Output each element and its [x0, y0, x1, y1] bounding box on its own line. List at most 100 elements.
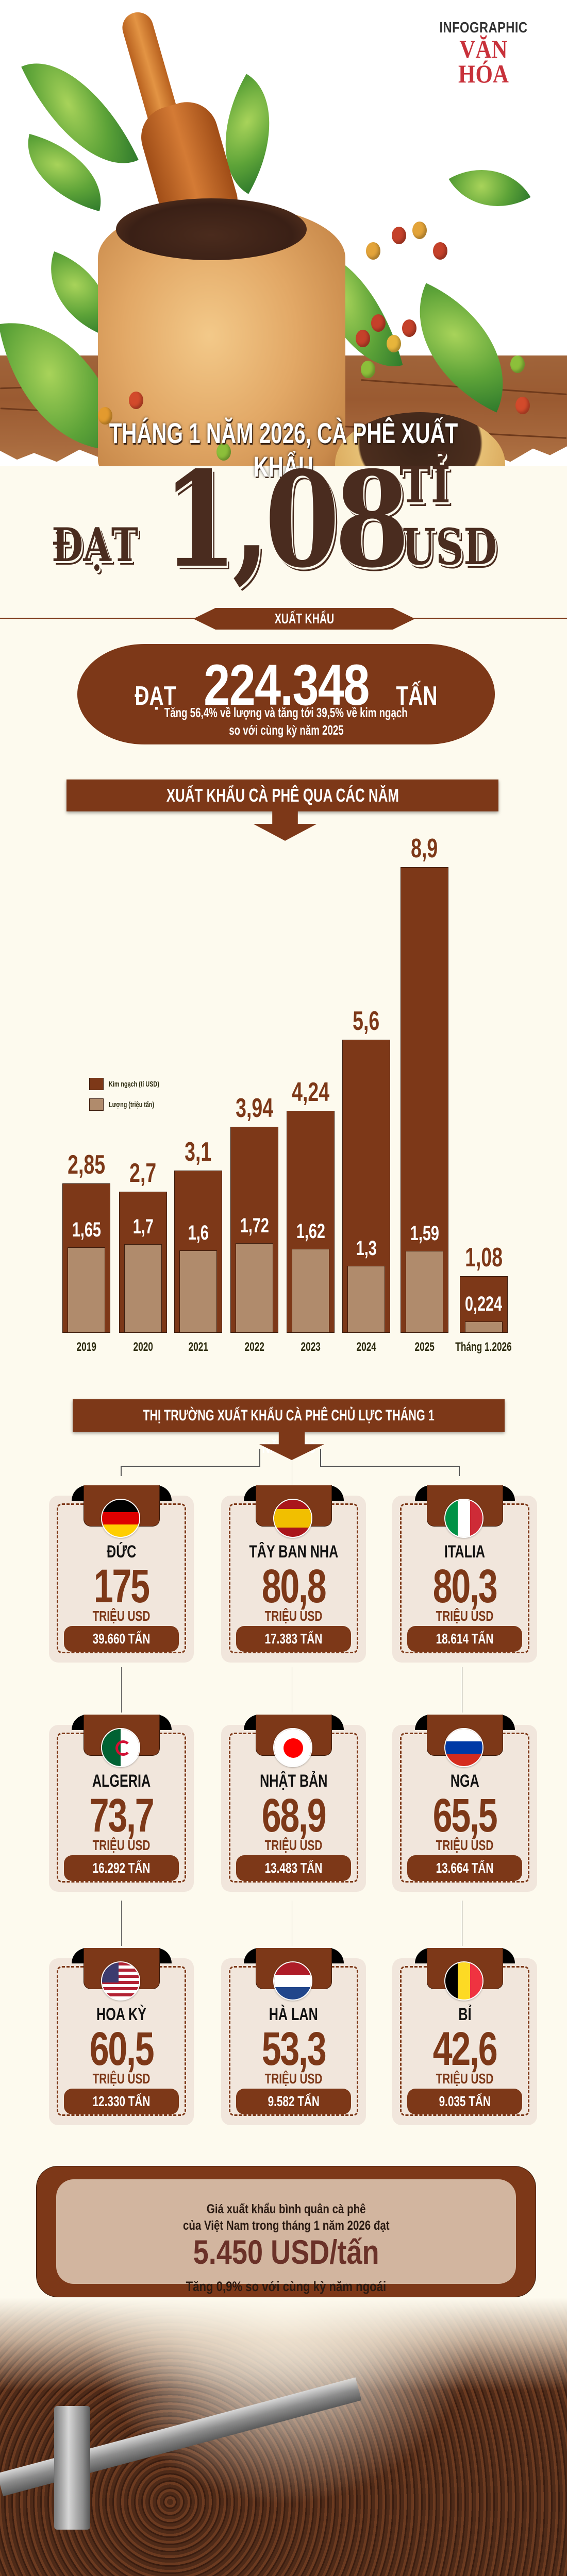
market-name: NGA: [450, 1771, 479, 1791]
connector-line: [320, 1449, 321, 1466]
market-card: TÂY BAN NHA 80,8 TRIỆU USD 17.383 TẤN: [221, 1485, 366, 1663]
export-volume-prefix: ĐẠT: [135, 681, 176, 711]
bar-volume-1: [124, 1244, 162, 1333]
bar-volume-5: [347, 1266, 385, 1333]
connector-line: [121, 1466, 260, 1467]
export-volume-panel: ĐẠT 224.348 TẤN Tăng 56,4% về lượng và t…: [77, 644, 495, 744]
arrow-down-icon: [253, 810, 317, 841]
chart-title: XUẤT KHẨU CÀ PHÊ QUA CÁC NĂM: [66, 779, 498, 811]
bar-volume-7: [465, 1321, 503, 1333]
legend-swatch-value: [89, 1078, 104, 1090]
bar-volume-label: 0,224: [465, 1293, 503, 1315]
export-volume-value: 224.348: [203, 653, 370, 717]
headline-unit-bottom: USD: [402, 518, 497, 576]
bar-volume-label: 1,65: [72, 1218, 101, 1241]
market-name: ALGERIA: [92, 1771, 151, 1791]
netherlands-flag-icon: [273, 1961, 312, 2001]
x-axis-label: 2025: [414, 1340, 435, 1354]
export-volume-unit: TẤN: [396, 681, 438, 711]
market-value: 73,7: [89, 1789, 155, 1842]
connector-line: [459, 1466, 460, 1476]
market-card: ITALIA 80,3 TRIỆU USD 18.614 TẤN: [392, 1485, 537, 1663]
russia-flag-icon: [444, 1728, 483, 1767]
market-unit: TRIỆU USD: [92, 1837, 151, 1853]
x-axis-label: 2019: [76, 1340, 96, 1354]
export-volume-note-2: so với cùng kỳ năm 2025: [228, 722, 344, 738]
legend-label-volume: Lượng (triệu tấn): [109, 1100, 155, 1109]
market-tons: 17.383 TẤN: [236, 1626, 351, 1652]
connector-line: [121, 1901, 122, 1946]
headline-prefix: ĐẠT: [52, 518, 139, 572]
export-section-label: XUẤT KHẨU: [193, 608, 415, 630]
spain-flag-icon: [273, 1499, 312, 1538]
connector-line: [121, 1667, 122, 1713]
brand-logo: INFOGRAPHIC VĂN HÓA: [429, 20, 538, 88]
coffee-beans-photo: [0, 2298, 567, 2576]
market-tons: 12.330 TẤN: [64, 2089, 179, 2114]
bar-volume-3: [236, 1243, 273, 1333]
market-name: ĐỨC: [106, 1542, 137, 1562]
market-value: 175: [94, 1560, 150, 1613]
market-card: NHẬT BẢN 68,9 TRIỆU USD 13.483 TẤN: [221, 1715, 366, 1892]
market-value: 42,6: [432, 2023, 498, 2075]
markets-title: THỊ TRƯỜNG XUẤT KHẨU CÀ PHÊ CHỦ LỰC THÁN…: [73, 1399, 505, 1456]
page-title: THÁNG 1 NĂM 2026, CÀ PHÊ XUẤT KHẨU: [109, 417, 458, 483]
market-value: 68,9: [261, 1789, 327, 1842]
bar-volume-label: 1,72: [240, 1214, 269, 1237]
italy-flag-icon: [444, 1499, 483, 1538]
headline-unit-top: TỈ: [399, 456, 451, 514]
bar-volume-2: [179, 1250, 217, 1333]
average-price-panel: Giá xuất khẩu bình quân cà phê của Việt …: [36, 2166, 536, 2297]
market-name: TÂY BAN NHA: [249, 1542, 338, 1562]
market-tons: 13.483 TẤN: [236, 1855, 351, 1881]
hero-illustration: [0, 0, 567, 466]
bar-value-label: 5,6: [353, 1006, 380, 1037]
market-tons: 9.035 TẤN: [407, 2089, 522, 2114]
market-value: 80,3: [432, 1560, 498, 1613]
market-name: BỈ: [458, 2005, 472, 2024]
market-unit: TRIỆU USD: [436, 2071, 494, 2087]
connector-line: [121, 1466, 122, 1476]
bar-volume-label: 1,7: [132, 1215, 154, 1238]
market-unit: TRIỆU USD: [264, 1608, 323, 1624]
market-unit: TRIỆU USD: [436, 1837, 494, 1853]
bar-value-label: 3,94: [236, 1093, 273, 1123]
market-tons: 9.582 TẤN: [236, 2089, 351, 2114]
bar-volume-label: 1,59: [410, 1222, 439, 1245]
x-axis-label: 2020: [133, 1340, 153, 1354]
market-unit: TRIỆU USD: [436, 1608, 494, 1624]
market-value: 53,3: [261, 2023, 327, 2075]
market-name: NHẬT BẢN: [259, 1771, 328, 1791]
market-name: HÀ LAN: [269, 2005, 319, 2024]
market-unit: TRIỆU USD: [264, 2071, 323, 2087]
export-volume-note-1: Tăng 56,4% về lượng và tăng tới 39,5% về…: [164, 705, 408, 720]
bar-volume-label: 1,62: [296, 1220, 325, 1243]
brand-logo-vanhoa: VĂN HÓA: [458, 35, 509, 88]
roaster-paddle: [54, 2406, 90, 2530]
market-name: HOA KỲ: [96, 2005, 146, 2024]
market-tons: 39.660 TẤN: [64, 1626, 179, 1652]
market-card: ALGERIA 73,7 TRIỆU USD 16.292 TẤN: [49, 1715, 194, 1892]
bar-value-label: 8,9: [411, 833, 438, 863]
bar-volume-label: 1,3: [356, 1237, 377, 1260]
market-card: NGA 65,5 TRIỆU USD 13.664 TẤN: [392, 1715, 537, 1892]
headline-value: 1,08: [162, 443, 410, 597]
price-change-note: Tăng 0,9% so với cùng kỳ năm ngoái: [186, 2279, 387, 2294]
bar-volume-6: [406, 1251, 443, 1333]
market-value: 80,8: [261, 1560, 327, 1613]
connector-line: [320, 1466, 460, 1467]
bar-value-label: 2,7: [129, 1158, 157, 1188]
bar-value-label: 2,85: [68, 1150, 105, 1180]
market-card: HÀ LAN 53,3 TRIỆU USD 9.582 TẤN: [221, 1948, 366, 2125]
germany-flag-icon: [101, 1499, 140, 1538]
market-value: 65,5: [432, 1789, 498, 1842]
market-card: BỈ 42,6 TRIỆU USD 9.035 TẤN: [392, 1948, 537, 2125]
connector-line: [259, 1449, 260, 1466]
bar-volume-label: 1,6: [188, 1222, 209, 1244]
bar-volume-4: [292, 1249, 329, 1333]
legend-swatch-volume: [89, 1098, 104, 1111]
usa-flag-icon: [101, 1961, 140, 2001]
legend-label-value: Kim ngạch (tỉ USD): [109, 1080, 159, 1089]
price-desc-1: Giá xuất khẩu bình quân cà phê: [206, 2202, 366, 2216]
market-unit: TRIỆU USD: [264, 1837, 323, 1853]
